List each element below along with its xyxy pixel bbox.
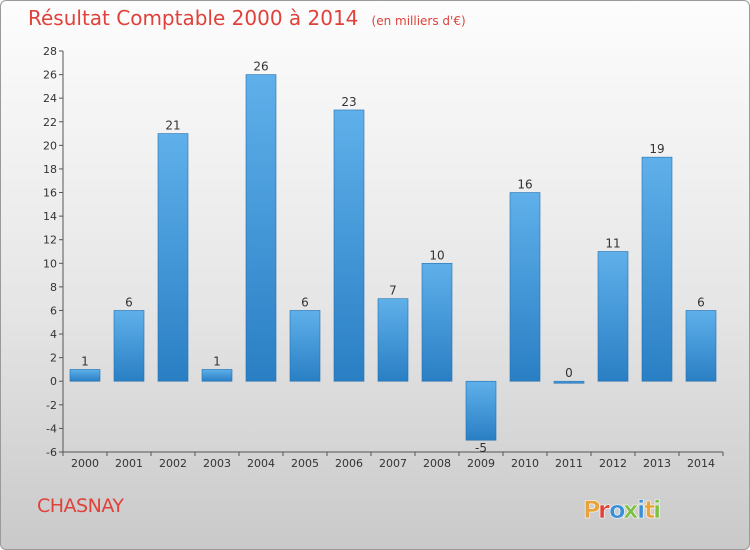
bar: [157, 133, 189, 382]
y-tick-label: 10: [43, 257, 57, 270]
logo-letter: x: [623, 496, 639, 524]
bar: [245, 74, 277, 382]
data-label: 26: [253, 60, 268, 74]
y-tick-label: 26: [43, 69, 57, 82]
y-tick-label: 20: [43, 139, 57, 152]
bars: [69, 74, 717, 441]
bar: [641, 156, 673, 382]
x-tick-label: 2006: [335, 457, 363, 470]
data-label: -5: [475, 441, 487, 455]
x-tick-label: 2013: [643, 457, 671, 470]
x-tick-label: 2001: [115, 457, 143, 470]
y-tick-label: 28: [43, 45, 57, 58]
x-tick-label: 2002: [159, 457, 187, 470]
x-tick-label: 2003: [203, 457, 231, 470]
logo-letter: o: [609, 496, 626, 524]
logo-letter: i: [637, 496, 645, 524]
data-label: 16: [517, 178, 532, 192]
y-tick-label: -4: [46, 422, 57, 435]
y-tick-label: 6: [50, 304, 57, 317]
bar: [113, 310, 145, 382]
y-tick-label: 18: [43, 163, 57, 176]
x-tick-label: 2005: [291, 457, 319, 470]
data-label: 0: [565, 366, 573, 380]
y-tick-label: 16: [43, 187, 57, 200]
data-label: 23: [341, 95, 356, 109]
y-tick-label: 2: [50, 352, 57, 365]
x-tick-label: 2008: [423, 457, 451, 470]
x-tick-label: 2011: [555, 457, 583, 470]
x-tick-label: 2014: [687, 457, 715, 470]
data-label: 21: [165, 119, 180, 133]
bar: [289, 310, 321, 382]
commune-name: CHASNAY: [37, 495, 124, 517]
bar: [69, 369, 101, 382]
y-tick-label: 12: [43, 234, 57, 247]
bar: [377, 298, 409, 382]
x-tick-label: 2012: [599, 457, 627, 470]
x-tick-label: 2009: [467, 457, 495, 470]
logo-letter: P: [583, 496, 601, 524]
x-tick-label: 2000: [71, 457, 99, 470]
bar: [421, 262, 453, 382]
x-tick-label: 2007: [379, 457, 407, 470]
logo-letter: r: [598, 496, 610, 524]
data-label: 1: [213, 354, 221, 368]
bar: [553, 380, 585, 384]
data-label: 6: [125, 295, 133, 309]
bar: [201, 369, 233, 382]
bar: [509, 192, 541, 382]
data-label: 7: [389, 284, 397, 298]
bar: [465, 380, 497, 441]
y-tick-label: 22: [43, 116, 57, 129]
bar: [333, 109, 365, 382]
logo-letter: i: [653, 496, 661, 524]
title-subtitle: (en milliers d'€): [371, 14, 466, 28]
title-main: Résultat Comptable 2000 à 2014: [28, 6, 359, 30]
y-tick-label: 0: [50, 375, 57, 388]
data-label: 19: [649, 142, 664, 156]
x-tick-label: 2010: [511, 457, 539, 470]
data-label: 10: [429, 248, 444, 262]
y-tick-label: 8: [50, 281, 57, 294]
y-tick-label: -2: [46, 399, 57, 412]
y-tick-label: -6: [46, 446, 57, 459]
logo-letter: t: [644, 496, 655, 524]
y-tick-label: 4: [50, 328, 57, 341]
x-tick-label: 2004: [247, 457, 275, 470]
data-label: 6: [697, 295, 705, 309]
data-label: 11: [605, 237, 620, 251]
bar: [685, 310, 717, 382]
data-label: 1: [81, 354, 89, 368]
chart-title: Résultat Comptable 2000 à 2014 (en milli…: [28, 6, 466, 30]
y-tick-label: 24: [43, 92, 57, 105]
bar: [597, 251, 629, 382]
data-label: 6: [301, 295, 309, 309]
y-tick-label: 14: [43, 210, 57, 223]
